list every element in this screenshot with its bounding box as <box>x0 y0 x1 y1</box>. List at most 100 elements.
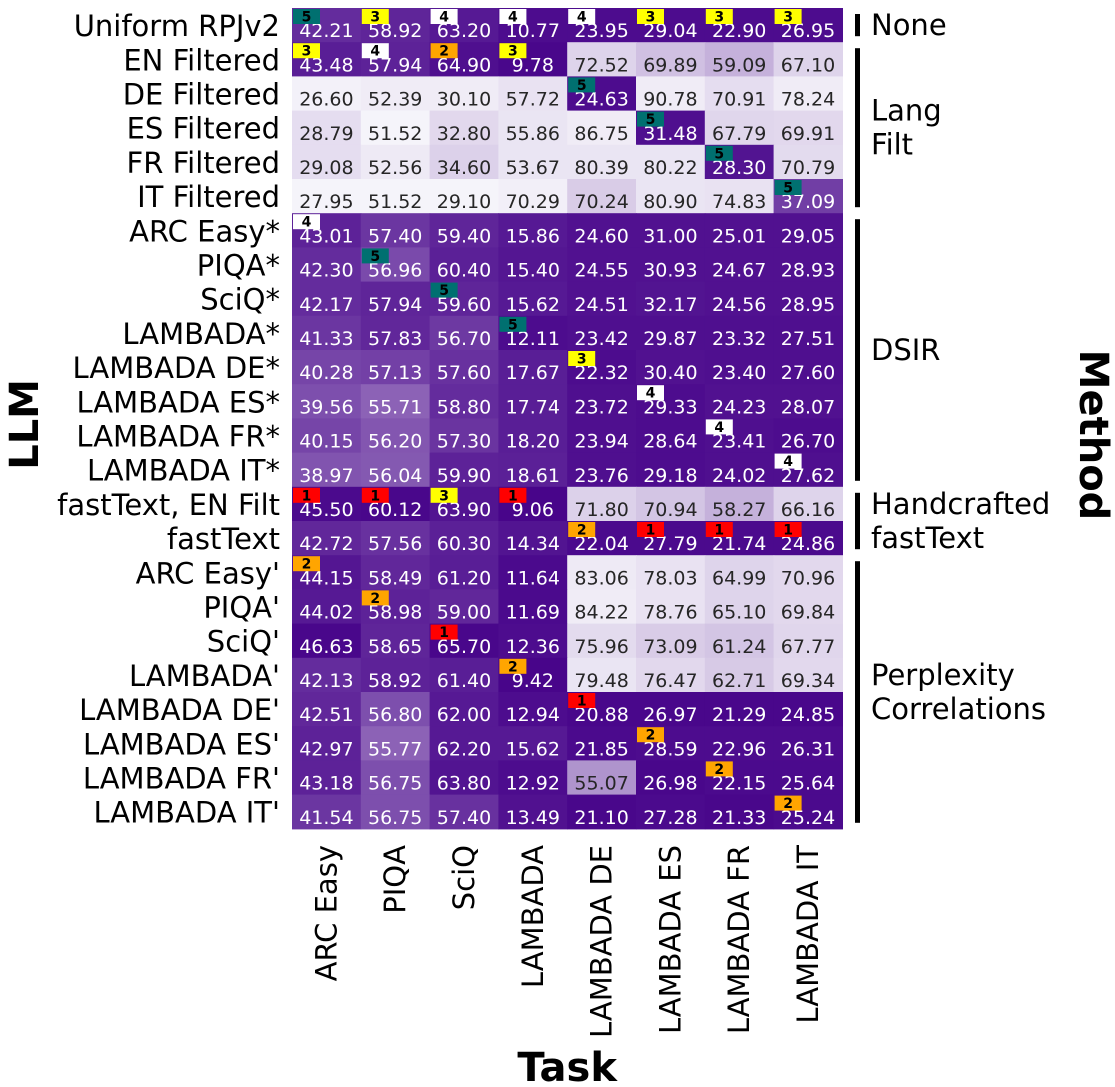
cell-value-label: 22.96 <box>712 738 766 760</box>
cell-value-label: 30.10 <box>437 89 491 111</box>
heatmap-cell <box>360 350 431 385</box>
cell-value-label: 25.01 <box>712 225 766 247</box>
heatmap-cell <box>704 589 775 625</box>
group-label: DSIR <box>871 333 940 367</box>
heatmap-cell <box>292 760 362 796</box>
heatmap-cell <box>567 760 637 796</box>
cell-value-label: 60.12 <box>368 499 422 521</box>
heatmap-cell <box>636 794 706 830</box>
rank-badge <box>430 9 458 24</box>
cell-value-label: 15.62 <box>506 738 560 760</box>
cell-value-label: 29.04 <box>643 20 697 42</box>
rank-badge <box>361 43 389 59</box>
cell-value-label: 26.98 <box>643 773 697 795</box>
rank-badge-label: 4 <box>783 454 793 470</box>
cell-value-label: 29.10 <box>437 191 491 213</box>
cell-value-label: 58.27 <box>712 499 766 521</box>
cell-value-label: 29.05 <box>781 225 835 247</box>
cell-value-label: 59.09 <box>712 54 766 76</box>
heatmap-cell <box>292 315 362 351</box>
cell-value-label: 12.92 <box>506 773 560 795</box>
column-label: ARC Easy <box>309 845 343 981</box>
cell-value-label: 32.80 <box>437 123 491 145</box>
heatmap-cell <box>704 110 775 146</box>
heatmap-cell <box>773 760 843 796</box>
rank-badge <box>293 487 320 503</box>
heatmap-cell <box>360 657 431 693</box>
cell-value-label: 44.15 <box>299 567 353 589</box>
heatmap-cell <box>360 418 431 454</box>
heatmap-cell <box>360 726 431 761</box>
rank-badge-label: 4 <box>714 420 724 436</box>
heatmap-cell <box>773 42 843 77</box>
row-label: LAMBADA' <box>129 659 280 693</box>
rank-badge <box>705 522 733 537</box>
heatmap-cell <box>636 179 706 214</box>
cell-value-label: 55.86 <box>506 123 560 145</box>
rank-badge <box>774 522 802 537</box>
cell-value-label: 65.70 <box>437 636 491 658</box>
cell-value-label: 43.48 <box>299 54 353 76</box>
cell-value-label: 61.20 <box>437 567 491 589</box>
cell-value-label: 69.91 <box>781 123 835 145</box>
heatmap-cell <box>704 726 775 761</box>
row-label: PIQA' <box>203 591 280 625</box>
rank-badge-label: 2 <box>646 728 656 744</box>
rank-badge-label: 1 <box>783 523 793 539</box>
cell-value-label: 67.79 <box>712 123 766 145</box>
cell-value-label: 52.56 <box>368 157 422 179</box>
heatmap-cell <box>292 657 362 693</box>
cell-value-label: 90.78 <box>643 89 697 111</box>
cell-value-label: 24.51 <box>574 294 628 316</box>
heatmap-cell <box>429 144 499 180</box>
cell-value-label: 21.74 <box>712 533 766 555</box>
cell-value-label: 57.30 <box>437 431 491 453</box>
rank-badge <box>499 9 527 24</box>
heatmap-cell <box>498 760 568 796</box>
heatmap-cell <box>498 452 568 488</box>
cell-value-label: 43.18 <box>299 773 353 795</box>
rank-badge-label: 1 <box>439 625 449 641</box>
column-label: LAMBADA ES <box>653 845 687 1034</box>
rank-badge-label: 2 <box>302 557 312 573</box>
cell-value-label: 80.39 <box>574 157 628 179</box>
x-axis-title: Task <box>517 1045 618 1087</box>
rank-badge-label: 2 <box>508 659 518 675</box>
cell-value-label: 61.24 <box>712 636 766 658</box>
row-label: ES Filtered <box>127 112 280 146</box>
group-bracket <box>855 492 860 550</box>
cell-value-label: 71.80 <box>574 499 628 521</box>
row-label: LAMBADA ES* <box>76 385 280 419</box>
cell-value-label: 38.97 <box>299 465 353 487</box>
heatmap-cell <box>773 315 843 351</box>
rank-badge-label: 2 <box>714 762 724 778</box>
heatmap-cell <box>636 42 706 77</box>
rank-badge <box>705 419 733 435</box>
heatmap-cell <box>773 555 843 590</box>
rank-badge-label: 1 <box>577 694 587 710</box>
heatmap-cell <box>704 315 775 351</box>
cell-value-label: 57.40 <box>368 225 422 247</box>
rank-badge <box>499 316 527 332</box>
heatmap-cell <box>429 760 499 796</box>
cell-value-label: 63.90 <box>437 499 491 521</box>
cell-value-label: 18.61 <box>506 465 560 487</box>
row-label: LAMBADA IT' <box>93 796 280 830</box>
rank-badge-label: 1 <box>302 488 312 504</box>
row-label: LAMBADA DE' <box>79 693 280 727</box>
cell-value-label: 56.80 <box>368 704 422 726</box>
cell-value-label: 24.60 <box>574 225 628 247</box>
cell-value-label: 23.72 <box>574 396 628 418</box>
cell-value-label: 80.22 <box>643 157 697 179</box>
row-label: LAMBADA DE* <box>73 351 280 385</box>
cell-value-label: 12.94 <box>506 704 560 726</box>
rank-badge-label: 2 <box>370 591 380 607</box>
heatmap-cell <box>704 692 775 727</box>
cell-value-label: 51.52 <box>368 191 422 213</box>
cell-value-label: 39.56 <box>299 396 353 418</box>
cell-value-label: 56.70 <box>437 328 491 350</box>
heatmap-cell <box>704 350 775 385</box>
cell-value-label: 11.64 <box>506 567 560 589</box>
column-label: LAMBADA FR <box>722 845 756 1034</box>
